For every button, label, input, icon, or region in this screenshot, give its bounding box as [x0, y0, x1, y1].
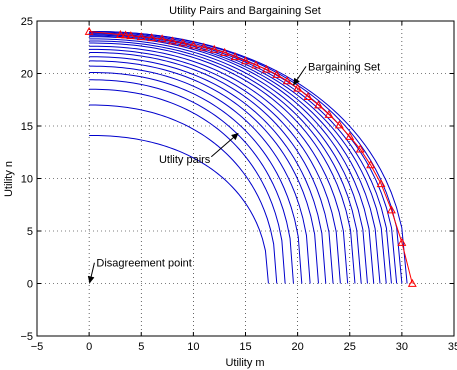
annotation-label-3: Disagreement point [96, 258, 191, 270]
utility-pair-curve-4 [89, 79, 294, 284]
annotation-arrowhead-3 [87, 275, 95, 284]
bargaining-set-marker-26 [355, 144, 365, 153]
bargaining-set-marker-21 [303, 91, 313, 100]
bargaining-set-marker-12 [209, 44, 219, 53]
bargaining-set-marker-31 [407, 278, 417, 287]
bargaining-set-marker-8 [168, 36, 177, 45]
utility-pair-curve-5 [89, 71, 303, 284]
utility-pair-curve-1 [89, 134, 269, 284]
utility-pair-curve-8 [89, 56, 327, 284]
x-tick-label: 15 [239, 341, 251, 353]
y-tick-label: 15 [21, 121, 33, 133]
tick-labels: −5 0 5 10 15 20 25 30 35 −5 0 5 10 15 20 25 [20, 16, 457, 353]
x-tick-label: 25 [344, 341, 356, 353]
annotation-arrowhead-2 [230, 132, 239, 141]
y-tick-label: 5 [27, 226, 33, 238]
bargaining-set-marker-27 [366, 160, 376, 169]
bargaining-set-marker-3 [121, 30, 131, 39]
bargaining-set-marker-24 [334, 120, 344, 129]
x-axis-title: Utility m [225, 357, 264, 369]
chart-title: Utility Pairs and Bargaining Set [169, 5, 321, 17]
utility-pair-curve-6 [89, 65, 311, 284]
bargaining-set-marker-19 [282, 76, 292, 85]
tick-marks [36, 20, 455, 337]
bargaining-set-marker-11 [199, 42, 209, 51]
bargaining-set-marker-10 [188, 40, 198, 49]
bargaining-set-marker-16 [251, 60, 261, 69]
bargaining-set-marker-2 [115, 30, 125, 39]
x-tick-label: 0 [86, 341, 92, 353]
bargaining-set-marker-13 [220, 47, 230, 56]
annotation-arrowhead-1 [293, 77, 300, 86]
bargaining-set-marker-20 [293, 83, 303, 92]
x-tick-label: 5 [138, 341, 144, 353]
bargaining-set-marker-9 [178, 38, 188, 47]
x-tick-label: 10 [187, 341, 199, 353]
x-tick-label: 30 [396, 341, 408, 353]
bargaining-set-marker-29 [387, 205, 396, 214]
bargaining-set-marker-7 [157, 34, 167, 43]
utility-pair-curve-16 [89, 35, 381, 284]
y-axis-title: Utility n [3, 161, 15, 197]
annotations: Bargaining Set Utlity pairs Disagreement p… [87, 61, 380, 284]
grid [37, 21, 454, 336]
x-tick-label: −5 [31, 341, 44, 353]
utility-pair-curve-11 [89, 45, 349, 284]
y-tick-label: −5 [20, 331, 33, 343]
x-tick-label: 35 [448, 341, 457, 353]
y-tick-label: 25 [21, 16, 33, 28]
y-tick-label: 20 [21, 69, 33, 81]
annotation-label-2: Utlity pairs [159, 154, 211, 166]
utility-pair-curve-15 [89, 36, 375, 284]
bargaining-set-marker-5 [136, 32, 146, 41]
bargaining-set-marker-28 [376, 179, 386, 188]
bargaining-set-series [84, 26, 417, 287]
y-tick-label: 0 [27, 279, 33, 291]
bargaining-set-marker-25 [345, 131, 355, 140]
y-tick-label: 10 [21, 174, 33, 186]
bargaining-set-marker-1 [84, 26, 94, 35]
utility-pair-curve-9 [89, 52, 334, 284]
bargaining-set-marker-14 [230, 52, 240, 61]
bargaining-set-marker-23 [324, 109, 334, 118]
bargaining-set-marker-17 [261, 64, 271, 73]
utility-pair-curve-3 [89, 88, 286, 284]
bargaining-set-marker-15 [241, 56, 250, 65]
bargaining-set-marker-4 [126, 31, 136, 40]
annotation-label-1: Bargaining Set [308, 61, 380, 73]
utility-pair-curve-14 [89, 38, 368, 284]
bargaining-set-marker-30 [397, 237, 407, 246]
utility-pair-curve-12 [89, 42, 356, 284]
utility-pair-curve-13 [89, 40, 362, 284]
utility-pair-curve-2 [89, 104, 278, 284]
utility-pair-curve-10 [89, 48, 341, 284]
bargaining-set-marker-6 [147, 33, 157, 42]
bargaining-set-marker-22 [314, 100, 323, 109]
x-tick-label: 20 [292, 341, 304, 353]
bargaining-set-line [89, 31, 413, 284]
bargaining-set-marker-18 [272, 69, 282, 78]
utility-pair-curve-7 [89, 60, 319, 284]
